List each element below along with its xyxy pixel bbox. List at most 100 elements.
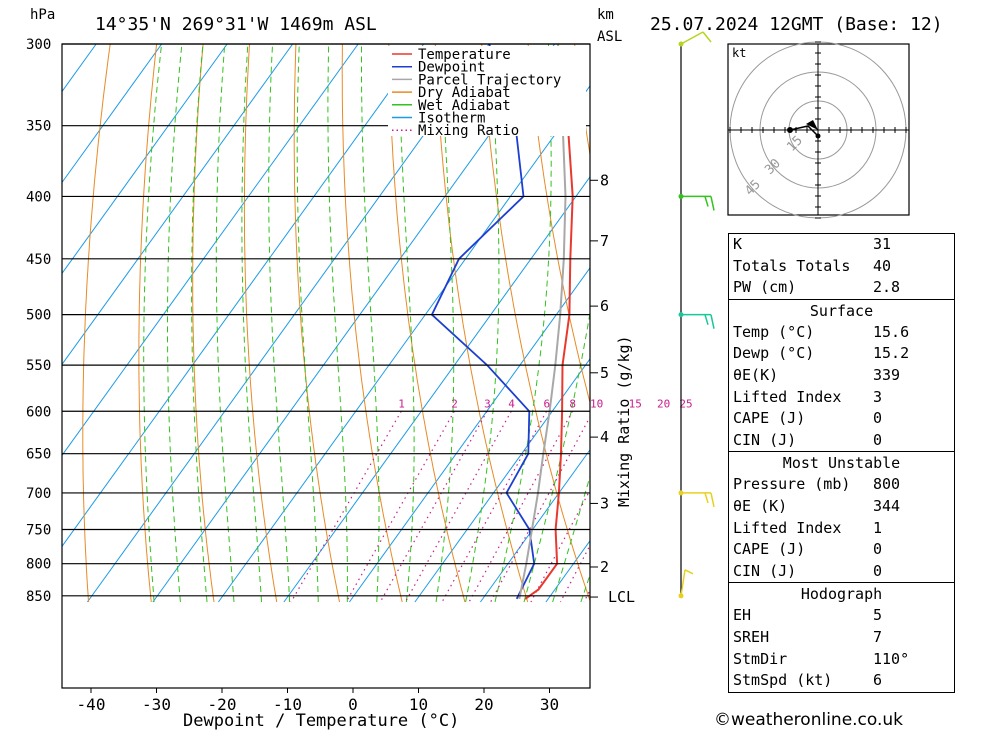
- pressure-tick-label: 550: [26, 358, 51, 374]
- mixing-ratio-line: [583, 588, 590, 603]
- wind-profile: [678, 31, 715, 599]
- x-tick-label: 20: [474, 695, 493, 714]
- stat-value: 15.2: [873, 344, 910, 363]
- stat-row: θE (K) 344: [729, 496, 954, 518]
- isotherm-line: [62, 44, 425, 548]
- temperature-line: [524, 125, 574, 600]
- km-tick-label: 2: [600, 558, 609, 576]
- mixing-ratio-line: [379, 410, 488, 603]
- wet-adiabat-line: [167, 44, 183, 603]
- wet-adiabat-line: [215, 44, 235, 603]
- stat-label: Lifted Index: [733, 387, 842, 406]
- storm-motion-marker: [806, 120, 818, 130]
- mixing-ratio-line: [290, 410, 402, 603]
- wind-barb: [680, 569, 694, 596]
- x-tick-label: -20: [208, 695, 237, 714]
- stat-label: θE(K): [733, 365, 779, 384]
- stat-row: PW (cm) 2.8: [729, 277, 954, 299]
- plot-background-lines: [62, 44, 1000, 603]
- stat-row: CIN (J) 0: [729, 561, 954, 583]
- wet-adiabat-line: [435, 44, 455, 603]
- mixing-ratio-label: 6: [543, 397, 550, 410]
- x-tick-label: 30: [540, 695, 559, 714]
- stat-label: CIN (J): [733, 430, 797, 449]
- stat-label: Temp (°C): [733, 322, 815, 341]
- stat-row: StmSpd (kt) 6: [729, 670, 954, 692]
- dry-adiabat-line: [138, 44, 158, 603]
- km-tick-label: 3: [600, 494, 609, 512]
- pressure-tick-label: 650: [26, 447, 51, 463]
- stat-value: 0: [873, 409, 883, 428]
- wind-barb: [681, 313, 715, 329]
- isotherm-line: [152, 44, 556, 603]
- hodograph-title: Hodograph: [800, 585, 883, 604]
- km-tick-label: 7: [600, 232, 609, 250]
- stat-label: StmSpd (kt): [733, 671, 833, 690]
- isotherm-line: [87, 44, 490, 603]
- datetime-title: 25.07.2024 12GMT (Base: 12): [650, 14, 943, 35]
- dry-adiabat-line: [993, 44, 1000, 602]
- isotherm-line: [218, 85, 590, 603]
- x-axis-label: Dewpoint / Temperature (°C): [183, 711, 459, 731]
- stat-row: SREH 7: [729, 627, 954, 649]
- dry-adiabat-line: [574, 44, 590, 158]
- wet-adiabat-line: [580, 573, 590, 603]
- stat-label: Totals Totals: [733, 256, 851, 275]
- mixing-ratio-line: [559, 544, 590, 603]
- pressure-tick-label: 850: [26, 589, 51, 605]
- wet-adiabat-line: [361, 44, 380, 603]
- x-tick-label: -40: [77, 695, 106, 714]
- mixing-ratio-label: 1: [398, 397, 405, 410]
- pressure-tick-label: 400: [26, 189, 51, 205]
- indices-block: K 31 Totals Totals 40 PW (cm) 2.8: [728, 233, 955, 299]
- stat-label: K: [733, 235, 743, 253]
- stat-value: 1: [873, 518, 883, 537]
- stat-value: 2.8: [873, 278, 901, 297]
- stat-row: StmDir 110°: [729, 649, 954, 671]
- x-tick-label: 10: [409, 695, 428, 714]
- stat-row: K 31: [729, 234, 954, 256]
- stat-row: CAPE (J) 0: [729, 539, 954, 561]
- x-tick-label: -10: [273, 695, 302, 714]
- legend-entry: Dewpoint: [418, 60, 485, 76]
- stat-value: 344: [873, 496, 901, 515]
- stat-row: Dewp (°C) 15.2: [729, 343, 954, 365]
- x-tick-label: 0: [348, 695, 358, 714]
- mixing-ratio-label: 2: [451, 397, 458, 410]
- mixing-ratio-line: [490, 415, 590, 603]
- km-unit-label: km: [597, 7, 614, 23]
- wind-barb: [681, 195, 715, 211]
- stat-label: CAPE (J): [733, 409, 806, 428]
- location-title: 14°35'N 269°31'W 1469m ASL: [95, 14, 377, 35]
- stat-row: CAPE (J) 0: [729, 408, 954, 430]
- isotherm-line: [62, 44, 163, 184]
- wet-adiabat-line: [494, 44, 552, 603]
- km-tick-label: 4: [600, 428, 609, 446]
- pressure-tick-label: 500: [26, 308, 51, 324]
- hodograph-point: [815, 133, 821, 139]
- stat-row: Pressure (mb) 800: [729, 474, 954, 496]
- legend-entry: Mixing Ratio: [418, 123, 519, 139]
- stat-label: StmDir: [733, 649, 788, 668]
- wet-adiabat-line: [143, 44, 163, 603]
- pressure-tick-label: 350: [26, 119, 51, 135]
- dry-adiabat-line: [82, 44, 111, 603]
- mixing-ratio-label: 8: [569, 397, 576, 410]
- km-tick-label: LCL: [608, 588, 635, 606]
- legend-entry: Isotherm: [418, 111, 485, 127]
- stat-label: Dewp (°C): [733, 344, 815, 363]
- wet-adiabat-line: [241, 44, 262, 603]
- stat-value: 110°: [873, 649, 910, 668]
- asl-label: ASL: [597, 29, 622, 45]
- stat-label: PW (cm): [733, 278, 797, 297]
- surface-block: Surface Temp (°C) 15.6 Dewp (°C) 15.2 θE(K) 3…: [728, 298, 955, 452]
- mixing-ratio-label: 10: [590, 397, 603, 410]
- wet-adiabat-line: [465, 44, 500, 603]
- km-tick-label: 6: [600, 297, 609, 315]
- wet-adiabat-line: [268, 44, 291, 603]
- stat-value: 6: [873, 671, 883, 690]
- dry-adiabat-line: [243, 44, 278, 603]
- wet-adiabat-line: [296, 44, 319, 602]
- dry-adiabat-line: [434, 44, 529, 603]
